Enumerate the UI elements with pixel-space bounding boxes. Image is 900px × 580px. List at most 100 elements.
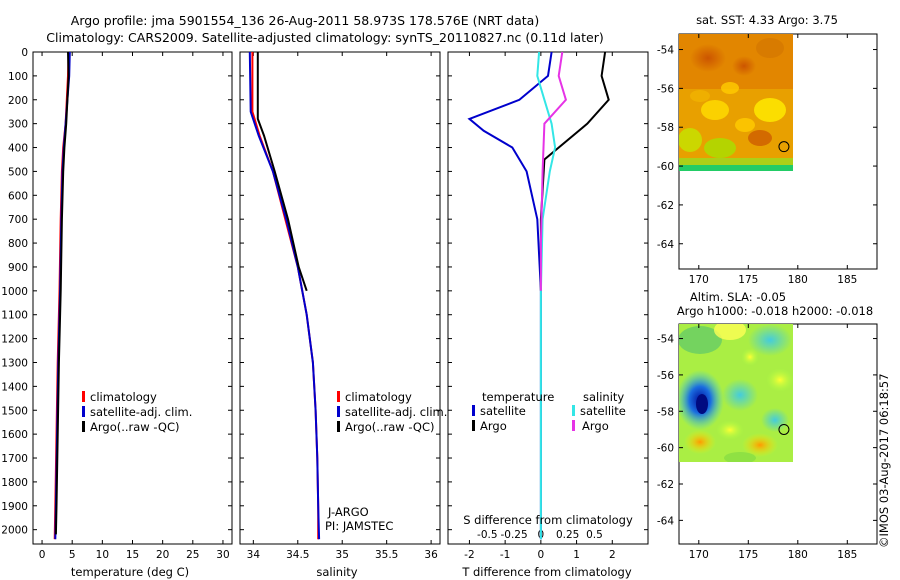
legend-t-satellite-label: satellite <box>480 404 526 418</box>
x-tick-label: 35.5 <box>375 549 398 561</box>
map-lon-label: 175 <box>738 274 758 286</box>
map-lat-label: -62 <box>657 200 674 212</box>
salinity-plot-frame <box>239 51 441 545</box>
legend-label: satellite-adj. clim. <box>90 405 192 419</box>
s-difference-axis-label: S difference from climatology <box>463 513 633 527</box>
depth-tick-label: 1100 <box>1 310 28 322</box>
x-tick-label: 30 <box>216 549 229 561</box>
x-tick-label: -1 <box>500 549 510 561</box>
title-line-2: Climatology: CARS2009. Satellite-adjuste… <box>46 30 603 45</box>
map-lat-label: -58 <box>657 122 674 134</box>
depth-tick-label: 1300 <box>1 357 28 369</box>
x-tick-label: 5 <box>69 549 76 561</box>
temperature-panel: 0100200300400500600700800900100011001200… <box>1 47 233 579</box>
sst-map-panel: sat. SST: 4.33 Argo: 3.75 170 175 180 185 -5… <box>657 13 878 286</box>
map-lon-label: 185 <box>837 549 857 561</box>
legend-salinity-header: salinity <box>583 390 624 404</box>
map-lon-label: 170 <box>689 549 709 561</box>
legend-label: satellite-adj. clim. <box>345 405 447 419</box>
sst-map-title: sat. SST: 4.33 Argo: 3.75 <box>696 13 838 27</box>
depth-tick-label: 1400 <box>1 381 28 393</box>
float-owner-label: J-ARGO <box>327 505 369 519</box>
series-line-argo-raw-qc- <box>54 51 70 535</box>
title-line-1: Argo profile: jma 5901554_136 26-Aug-201… <box>71 13 539 28</box>
legend-label: Argo(..raw -QC) <box>345 420 435 434</box>
legend-swatch-s-argo <box>572 420 575 431</box>
depth-tick-label: 800 <box>8 238 28 250</box>
series-line-s-argo <box>539 51 568 291</box>
legend-label: climatology <box>90 390 157 404</box>
series-line-satellite-adj-clim- <box>248 51 321 540</box>
map-lat-label: -56 <box>657 370 674 382</box>
x-tick-label: -2 <box>464 549 474 561</box>
difference-panel: -2 -1 0 1 2-0.5 -0.25 0 0.25 0.5 temperature sat… <box>447 51 649 579</box>
depth-tick-label: 1000 <box>1 286 28 298</box>
x-tick-label: 1 <box>573 549 580 561</box>
map-lat-label: -64 <box>657 515 674 527</box>
map-lat-label: -60 <box>657 443 674 455</box>
sst-heatmap <box>679 34 793 171</box>
x-tick-label: 34.5 <box>286 549 309 561</box>
legend-swatch-t-argo <box>472 420 475 431</box>
map-lat-label: -56 <box>657 83 674 95</box>
s-diff-tick-label: 0.25 <box>556 529 579 541</box>
s-diff-tick-label: -0.25 <box>500 529 527 541</box>
x-tick-label: 35 <box>336 549 349 561</box>
legend-label: climatology <box>345 390 412 404</box>
map-lat-label: -54 <box>657 45 674 57</box>
sla-map-title: Altim. SLA: -0.05 <box>690 290 786 304</box>
map-lon-label: 180 <box>788 274 808 286</box>
legend-s-satellite-label: satellite <box>580 404 626 418</box>
series-line-argo-raw-qc- <box>256 52 308 292</box>
map-lon-label: 180 <box>788 549 808 561</box>
x-tick-label: 0 <box>39 549 46 561</box>
legend-swatch <box>82 406 85 417</box>
sla-map-subtitle: Argo h1000: -0.018 h2000: -0.018 <box>677 304 873 318</box>
difference-plot-frame <box>447 51 649 545</box>
depth-tick-label: 700 <box>8 214 28 226</box>
depth-tick-label: 200 <box>8 95 28 107</box>
depth-tick-label: 300 <box>8 119 28 131</box>
salinity-panel: 34 34.5 35 35.5 36 climatologysatellite-adj.… <box>239 51 447 579</box>
legend-swatch <box>337 406 340 417</box>
map-lon-label: 185 <box>837 274 857 286</box>
x-tick-label: 10 <box>96 549 109 561</box>
s-diff-tick-label: 0.5 <box>586 529 603 541</box>
x-tick-label: 15 <box>126 549 139 561</box>
legend-swatch <box>82 421 85 432</box>
series-line-s-satellite <box>536 51 557 540</box>
x-tick-label: 2 <box>609 549 616 561</box>
legend-swatch <box>337 421 340 432</box>
map-lon-label: 175 <box>738 549 758 561</box>
map-lat-label: -62 <box>657 479 674 491</box>
depth-tick-label: 1700 <box>1 453 28 465</box>
sla-heatmap <box>679 324 793 462</box>
difference-legend: temperature satellite Argo salinity sate… <box>472 390 626 433</box>
legend-swatch-s-satellite <box>572 405 575 416</box>
temperature-plot-frame <box>32 51 233 545</box>
map-lon-label: 170 <box>689 274 709 286</box>
sla-map-panel: Altim. SLA: -0.05 Argo h1000: -0.018 h20… <box>657 290 878 561</box>
x-tick-label: 20 <box>156 549 169 561</box>
depth-tick-label: 1500 <box>1 405 28 417</box>
depth-tick-label: 600 <box>8 190 28 202</box>
depth-tick-label: 0 <box>21 47 28 59</box>
legend-t-argo-label: Argo <box>480 419 507 433</box>
x-tick-label: 34 <box>247 549 261 561</box>
depth-tick-label: 500 <box>8 166 28 178</box>
map-lat-label: -60 <box>657 161 674 173</box>
map-lat-label: -58 <box>657 406 674 418</box>
legend-temperature-header: temperature <box>482 390 554 404</box>
depth-tick-label: 2000 <box>1 525 28 537</box>
float-pi-label: PI: JAMSTEC <box>325 519 393 533</box>
map-lat-label: -54 <box>657 334 674 346</box>
depth-tick-label: 400 <box>8 143 28 155</box>
map-lat-label: -64 <box>657 239 674 251</box>
temperature-xlabel: temperature (deg C) <box>71 565 189 579</box>
depth-tick-label: 100 <box>8 71 28 83</box>
s-diff-tick-label: -0.5 <box>477 529 498 541</box>
legend-swatch-t-satellite <box>472 405 475 416</box>
